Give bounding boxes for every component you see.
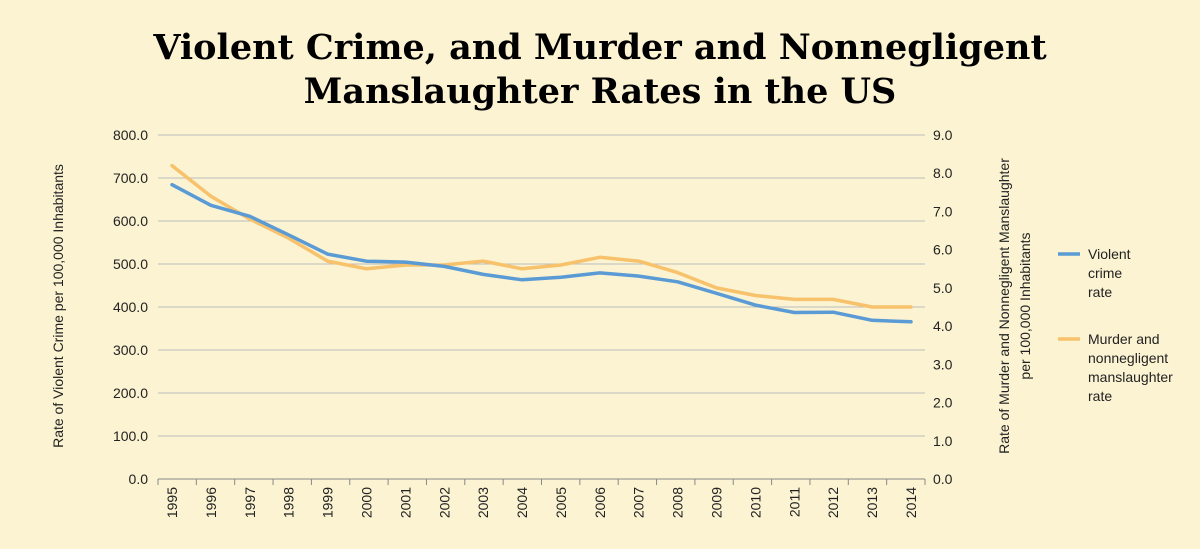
chart-title-line2: Manslaughter Rates in the US xyxy=(303,71,897,112)
x-tick-label: 1999 xyxy=(320,487,336,518)
right-axis-ticks: 0.0 1.0 2.0 3.0 4.0 5.0 6.0 7.0 8.0 9.0 xyxy=(933,127,953,487)
chart-title-line1: Violent Crime, and Murder and Nonneglige… xyxy=(153,27,1047,68)
x-tick-label: 2009 xyxy=(709,487,725,518)
right-tick-label: 2.0 xyxy=(933,395,953,411)
left-tick-label: 800.0 xyxy=(113,127,148,143)
x-tick-label: 2002 xyxy=(436,487,452,518)
x-tick-label: 2005 xyxy=(553,487,569,518)
right-tick-label: 3.0 xyxy=(933,356,953,372)
x-tick-label: 2001 xyxy=(397,487,413,518)
right-tick-label: 4.0 xyxy=(933,318,953,334)
x-tick-label: 2011 xyxy=(786,487,802,517)
x-tick-label: 1997 xyxy=(242,487,258,518)
x-tick-label: 2013 xyxy=(864,487,880,518)
right-tick-label: 9.0 xyxy=(933,127,953,143)
right-tick-label: 8.0 xyxy=(933,165,953,181)
legend-label-violent: crime xyxy=(1088,265,1122,281)
legend-label-murder: rate xyxy=(1088,388,1112,404)
right-axis-label-line2: per 100,000 Inhabitants xyxy=(1017,232,1033,379)
x-tick-label: 2008 xyxy=(670,487,686,518)
legend-label-murder: nonnegligent xyxy=(1088,350,1168,366)
x-axis-ticks: 1995 1996 1997 1998 1999 2000 2001 2002 2003 2004… xyxy=(157,479,926,518)
left-axis-ticks: 0.0 100.0 200.0 300.0 400.0 500.0 600.0 700.0 80… xyxy=(113,127,148,487)
legend: Violent crime rate Murder and nonnegligent ma… xyxy=(1058,246,1173,404)
right-tick-label: 5.0 xyxy=(933,280,953,296)
series-lines xyxy=(170,163,913,324)
left-tick-label: 500.0 xyxy=(113,256,148,272)
x-tick-label: 2007 xyxy=(631,487,647,518)
left-tick-label: 300.0 xyxy=(113,342,148,358)
x-tick-label: 2014 xyxy=(903,487,919,518)
right-tick-label: 7.0 xyxy=(933,203,953,219)
legend-label-murder: Murder and xyxy=(1088,331,1160,347)
x-tick-label: 2000 xyxy=(358,487,374,518)
violent-crime-line xyxy=(170,182,913,324)
legend-label-violent: rate xyxy=(1088,284,1112,300)
right-tick-label: 0.0 xyxy=(933,471,953,487)
left-tick-label: 400.0 xyxy=(113,299,148,315)
chart-title: Violent Crime, and Murder and Nonneglige… xyxy=(0,26,1200,114)
right-axis-label-line1: Rate of Murder and Nonnegligent Manslaug… xyxy=(996,158,1012,454)
left-axis-label: Rate of Violent Crime per 100,000 Inhabi… xyxy=(50,164,66,448)
x-tick-label: 2004 xyxy=(514,487,530,518)
murder-rate-line xyxy=(170,163,913,309)
x-tick-label: 2003 xyxy=(475,487,491,518)
x-tick-label: 2006 xyxy=(592,487,608,518)
x-tick-label: 1998 xyxy=(281,487,297,518)
left-tick-label: 200.0 xyxy=(113,385,148,401)
legend-label-violent: Violent xyxy=(1088,246,1131,262)
left-tick-label: 0.0 xyxy=(129,471,149,487)
gridlines xyxy=(158,134,925,437)
right-tick-label: 1.0 xyxy=(933,433,953,449)
x-tick-label: 1996 xyxy=(203,487,219,518)
left-tick-label: 100.0 xyxy=(113,428,148,444)
x-tick-label: 1995 xyxy=(164,487,180,518)
x-tick-label: 2010 xyxy=(747,487,763,518)
legend-label-murder: manslaughter xyxy=(1088,369,1173,385)
left-tick-label: 700.0 xyxy=(113,170,148,186)
left-tick-label: 600.0 xyxy=(113,213,148,229)
x-tick-label: 2012 xyxy=(825,487,841,518)
right-tick-label: 6.0 xyxy=(933,242,953,258)
